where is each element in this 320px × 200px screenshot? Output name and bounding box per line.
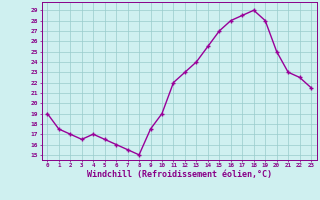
X-axis label: Windchill (Refroidissement éolien,°C): Windchill (Refroidissement éolien,°C) xyxy=(87,170,272,179)
